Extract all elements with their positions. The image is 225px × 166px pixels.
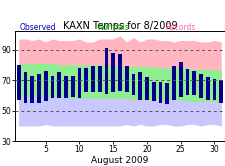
Bar (165, 83, 168, 104)
Bar (124, 66, 128, 92)
Bar (37, 74, 41, 103)
Bar (171, 66, 175, 100)
Bar (198, 74, 202, 98)
Bar (77, 68, 81, 98)
Bar (91, 66, 94, 92)
Text: Normals: Normals (97, 23, 128, 33)
Bar (138, 73, 142, 100)
Bar (23, 73, 27, 103)
Bar (151, 82, 155, 101)
Text: Records: Records (165, 23, 195, 33)
Title: KAXN Temps for 8/2009: KAXN Temps for 8/2009 (62, 21, 176, 31)
Bar (97, 66, 101, 92)
Text: Observed: Observed (20, 23, 56, 33)
Bar (50, 76, 54, 98)
Bar (118, 54, 121, 91)
Bar (44, 71, 47, 101)
Bar (111, 53, 115, 92)
Bar (104, 48, 108, 94)
Bar (57, 73, 61, 98)
Bar (191, 71, 195, 95)
Bar (185, 69, 189, 95)
Bar (17, 65, 20, 100)
Bar (205, 77, 209, 100)
Bar (84, 68, 88, 92)
Bar (212, 79, 215, 100)
Bar (70, 76, 74, 97)
Bar (30, 76, 34, 103)
Bar (144, 77, 148, 100)
Bar (64, 76, 68, 98)
Bar (158, 82, 162, 103)
Bar (218, 80, 222, 103)
Bar (131, 74, 135, 95)
X-axis label: August 2009: August 2009 (91, 156, 148, 165)
Bar (178, 62, 182, 97)
